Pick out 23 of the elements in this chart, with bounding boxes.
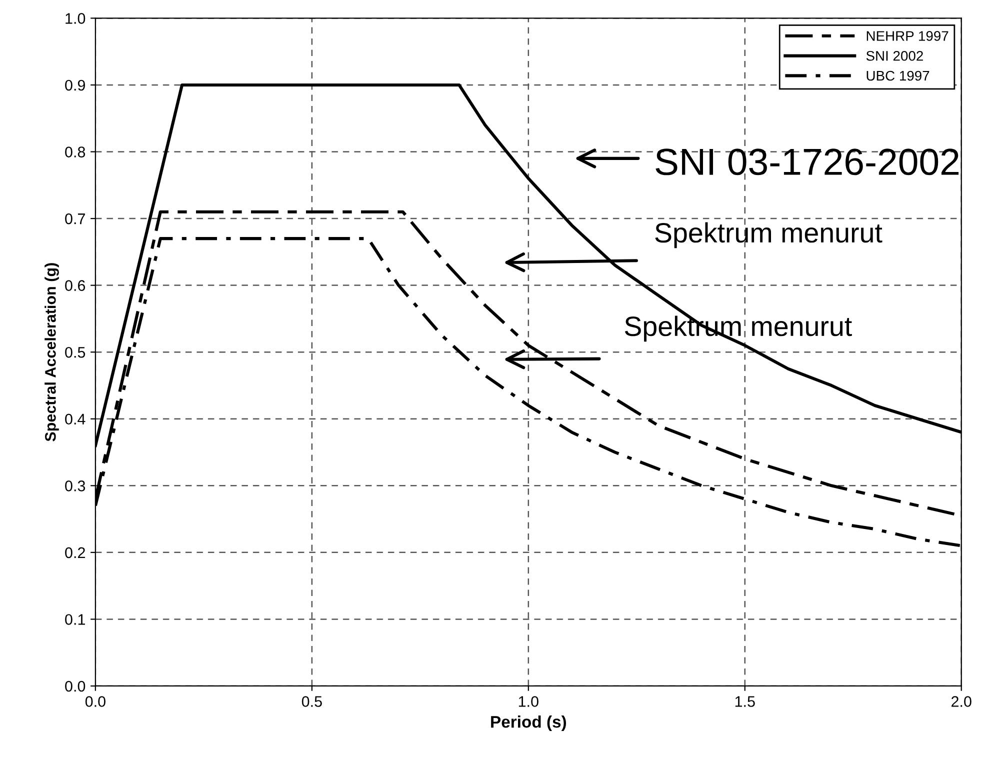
y-tick-label: 0.4 bbox=[65, 414, 86, 425]
y-tick-label: 0.6 bbox=[65, 280, 86, 291]
y-tick-label: 1.0 bbox=[66, 13, 86, 24]
x-tick-label: 1.5 bbox=[735, 696, 755, 707]
y-tick-label: 0.0 bbox=[65, 680, 86, 692]
y-tick-label: 0.2 bbox=[65, 547, 85, 558]
y-tick-label: 0.8 bbox=[65, 146, 86, 158]
annotation: SNI 03-1726-2002 bbox=[656, 148, 959, 176]
y-tick-label: 0.1 bbox=[65, 614, 85, 625]
x-tick-label: 2.0 bbox=[952, 696, 972, 707]
y-tick-label: 0.3 bbox=[65, 480, 86, 492]
legend-label: UBC 1997 bbox=[866, 70, 930, 81]
y-tick-label: 0.7 bbox=[65, 213, 85, 224]
x-tick-label: 1.0 bbox=[518, 696, 538, 707]
y-tick-label: 0.9 bbox=[65, 80, 86, 91]
x-tick-label: 0.5 bbox=[302, 696, 322, 707]
x-tick-label: 0.0 bbox=[85, 696, 106, 707]
annotation: Spektrum menurut bbox=[655, 222, 882, 248]
y-tick-label: 0.5 bbox=[65, 346, 86, 358]
legend-label: NEHRP 1997 bbox=[866, 31, 948, 41]
legend-label: SNI 2002 bbox=[866, 50, 923, 61]
x-axis-title: Period (s) bbox=[491, 716, 566, 732]
y-axis-title: Spectral Acceleration (g) bbox=[44, 263, 59, 442]
